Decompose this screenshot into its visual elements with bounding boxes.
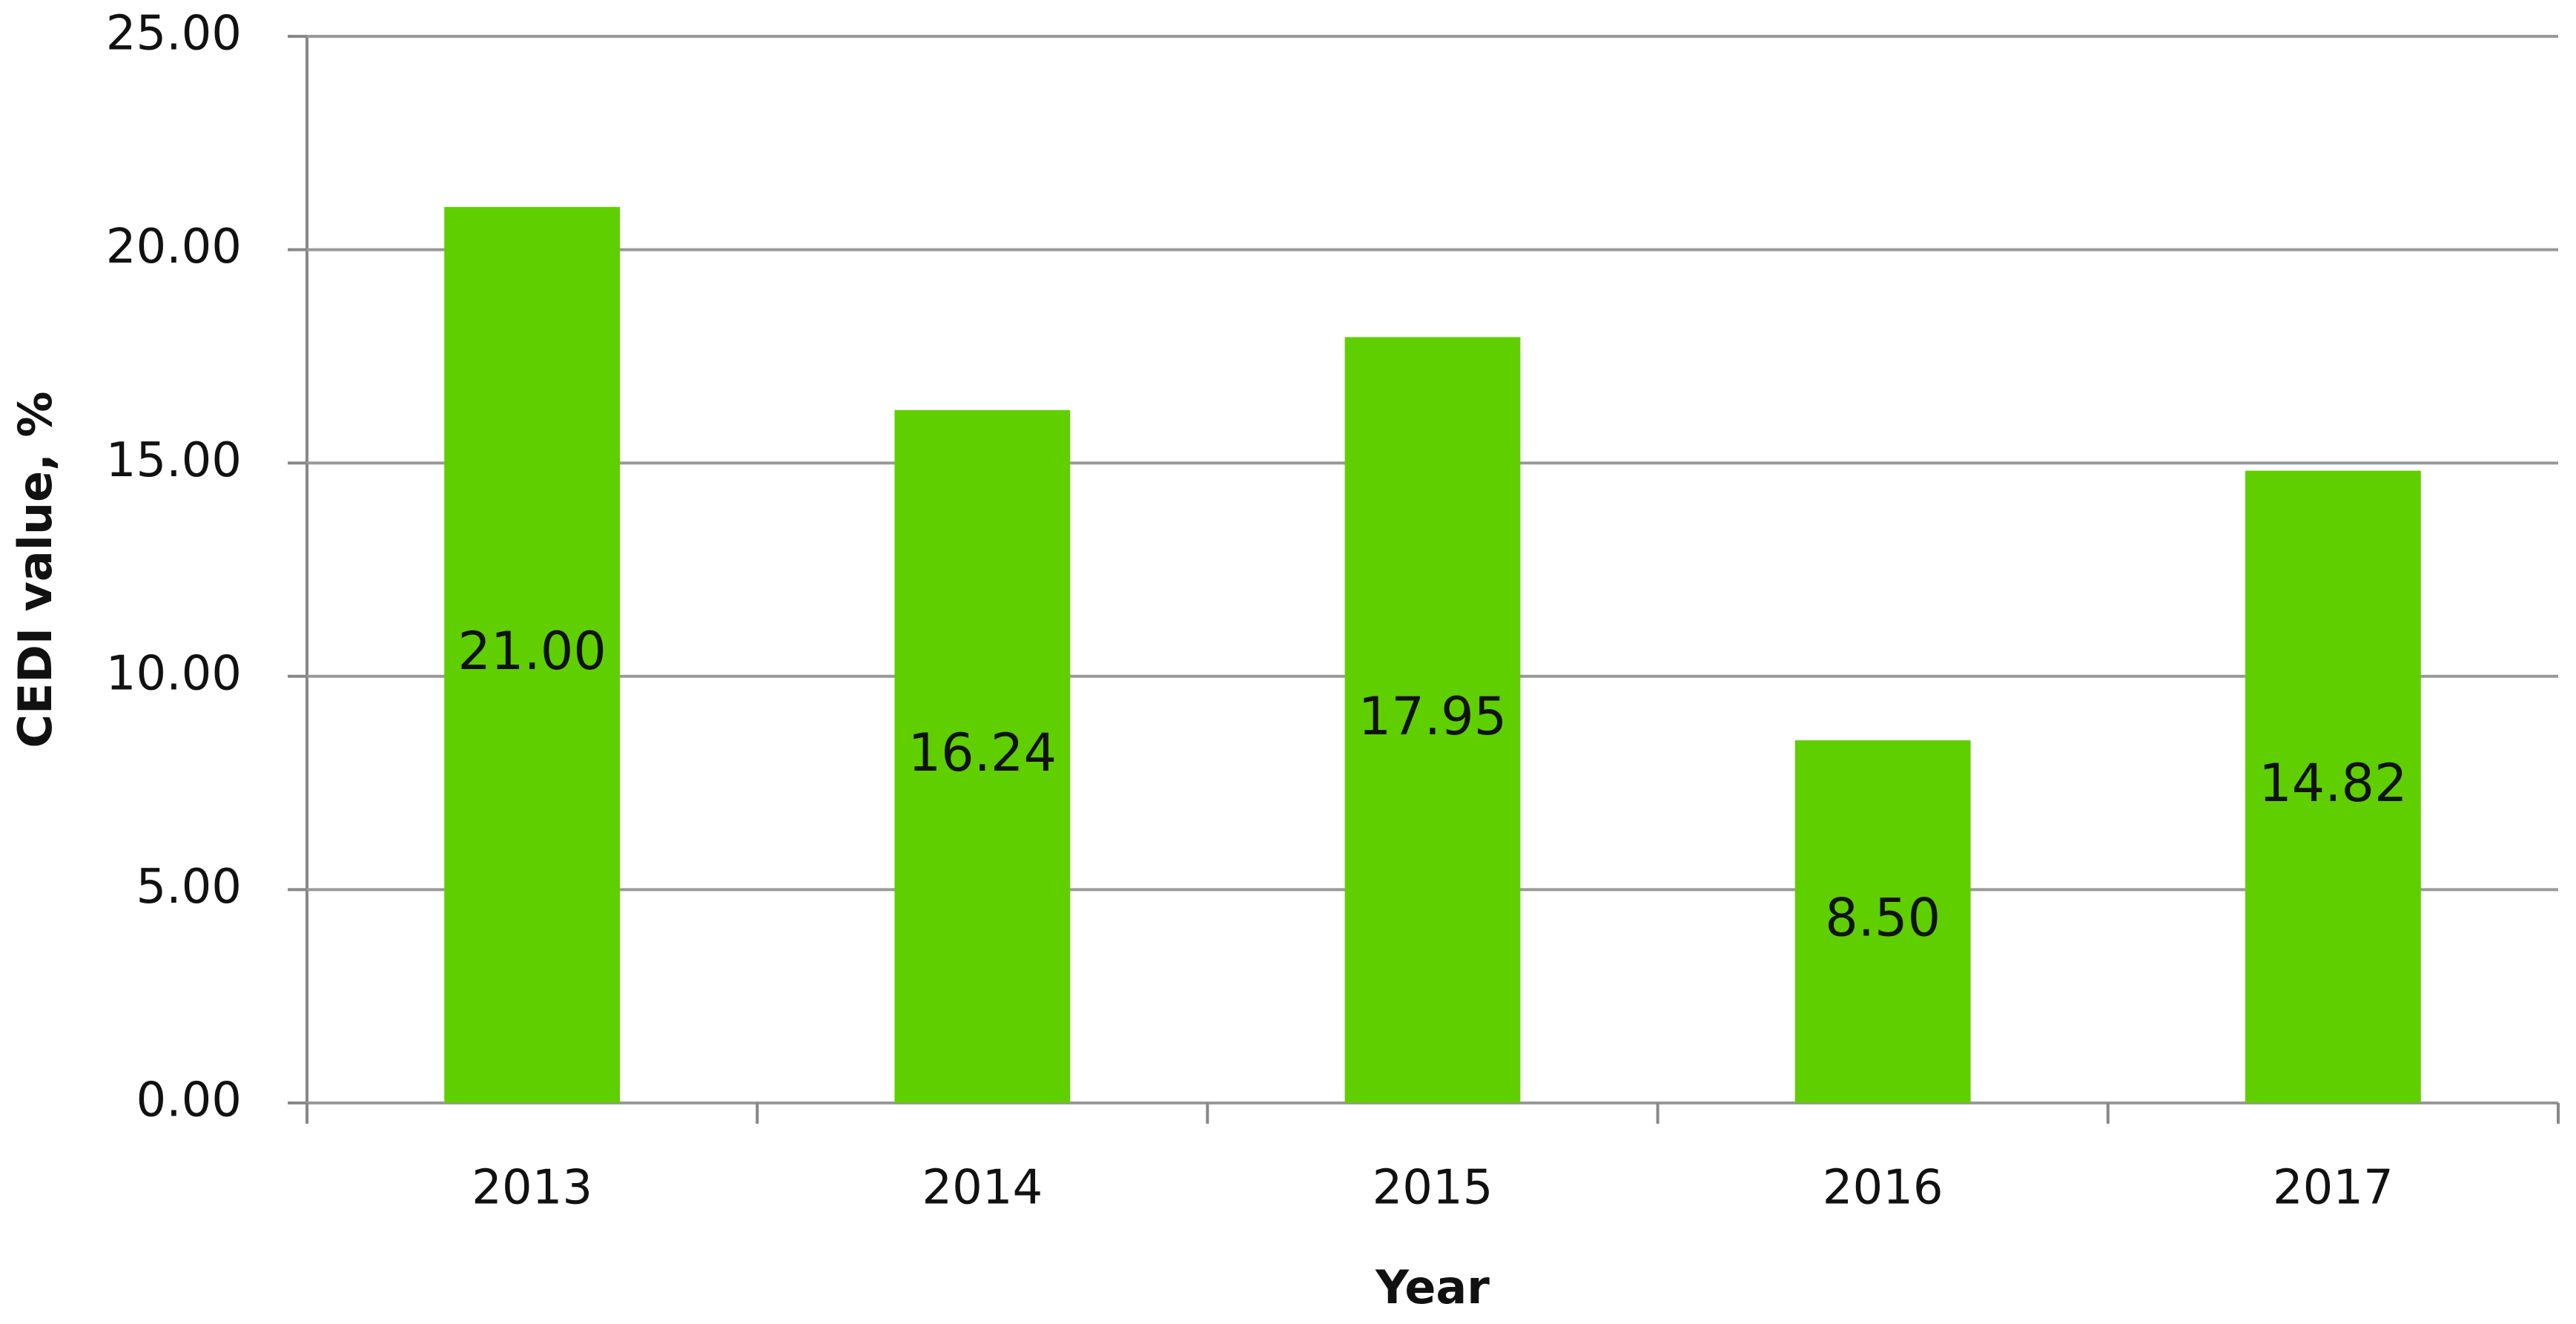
y-tick-label: 20.00 [106, 220, 242, 274]
bar [2245, 470, 2421, 1103]
bar [894, 409, 1071, 1103]
y-tick-label: 10.00 [106, 646, 242, 701]
y-tick-label: 25.00 [106, 7, 242, 62]
data-label: 16.24 [908, 722, 1057, 783]
bar [1344, 337, 1521, 1103]
y-tick-label: 5.00 [136, 860, 242, 915]
x-tick-label: 2017 [2273, 1161, 2394, 1216]
data-label: 21.00 [458, 621, 606, 682]
bar [1794, 740, 1971, 1103]
x-tick-label: 2016 [1823, 1161, 1943, 1216]
x-tick-label: 2015 [1373, 1161, 1493, 1216]
bar [444, 207, 621, 1104]
y-tick-label: 0.00 [136, 1073, 242, 1128]
y-tick-label: 15.00 [106, 433, 242, 488]
x-tick-label: 2013 [472, 1161, 592, 1216]
x-axis-title: Year [1375, 1260, 1490, 1314]
data-label: 17.95 [1358, 686, 1507, 747]
y-axis-title: CEDI value, % [8, 392, 62, 748]
data-label: 8.50 [1825, 888, 1941, 949]
x-tick-label: 2014 [922, 1161, 1043, 1216]
data-label: 14.82 [2259, 753, 2407, 814]
